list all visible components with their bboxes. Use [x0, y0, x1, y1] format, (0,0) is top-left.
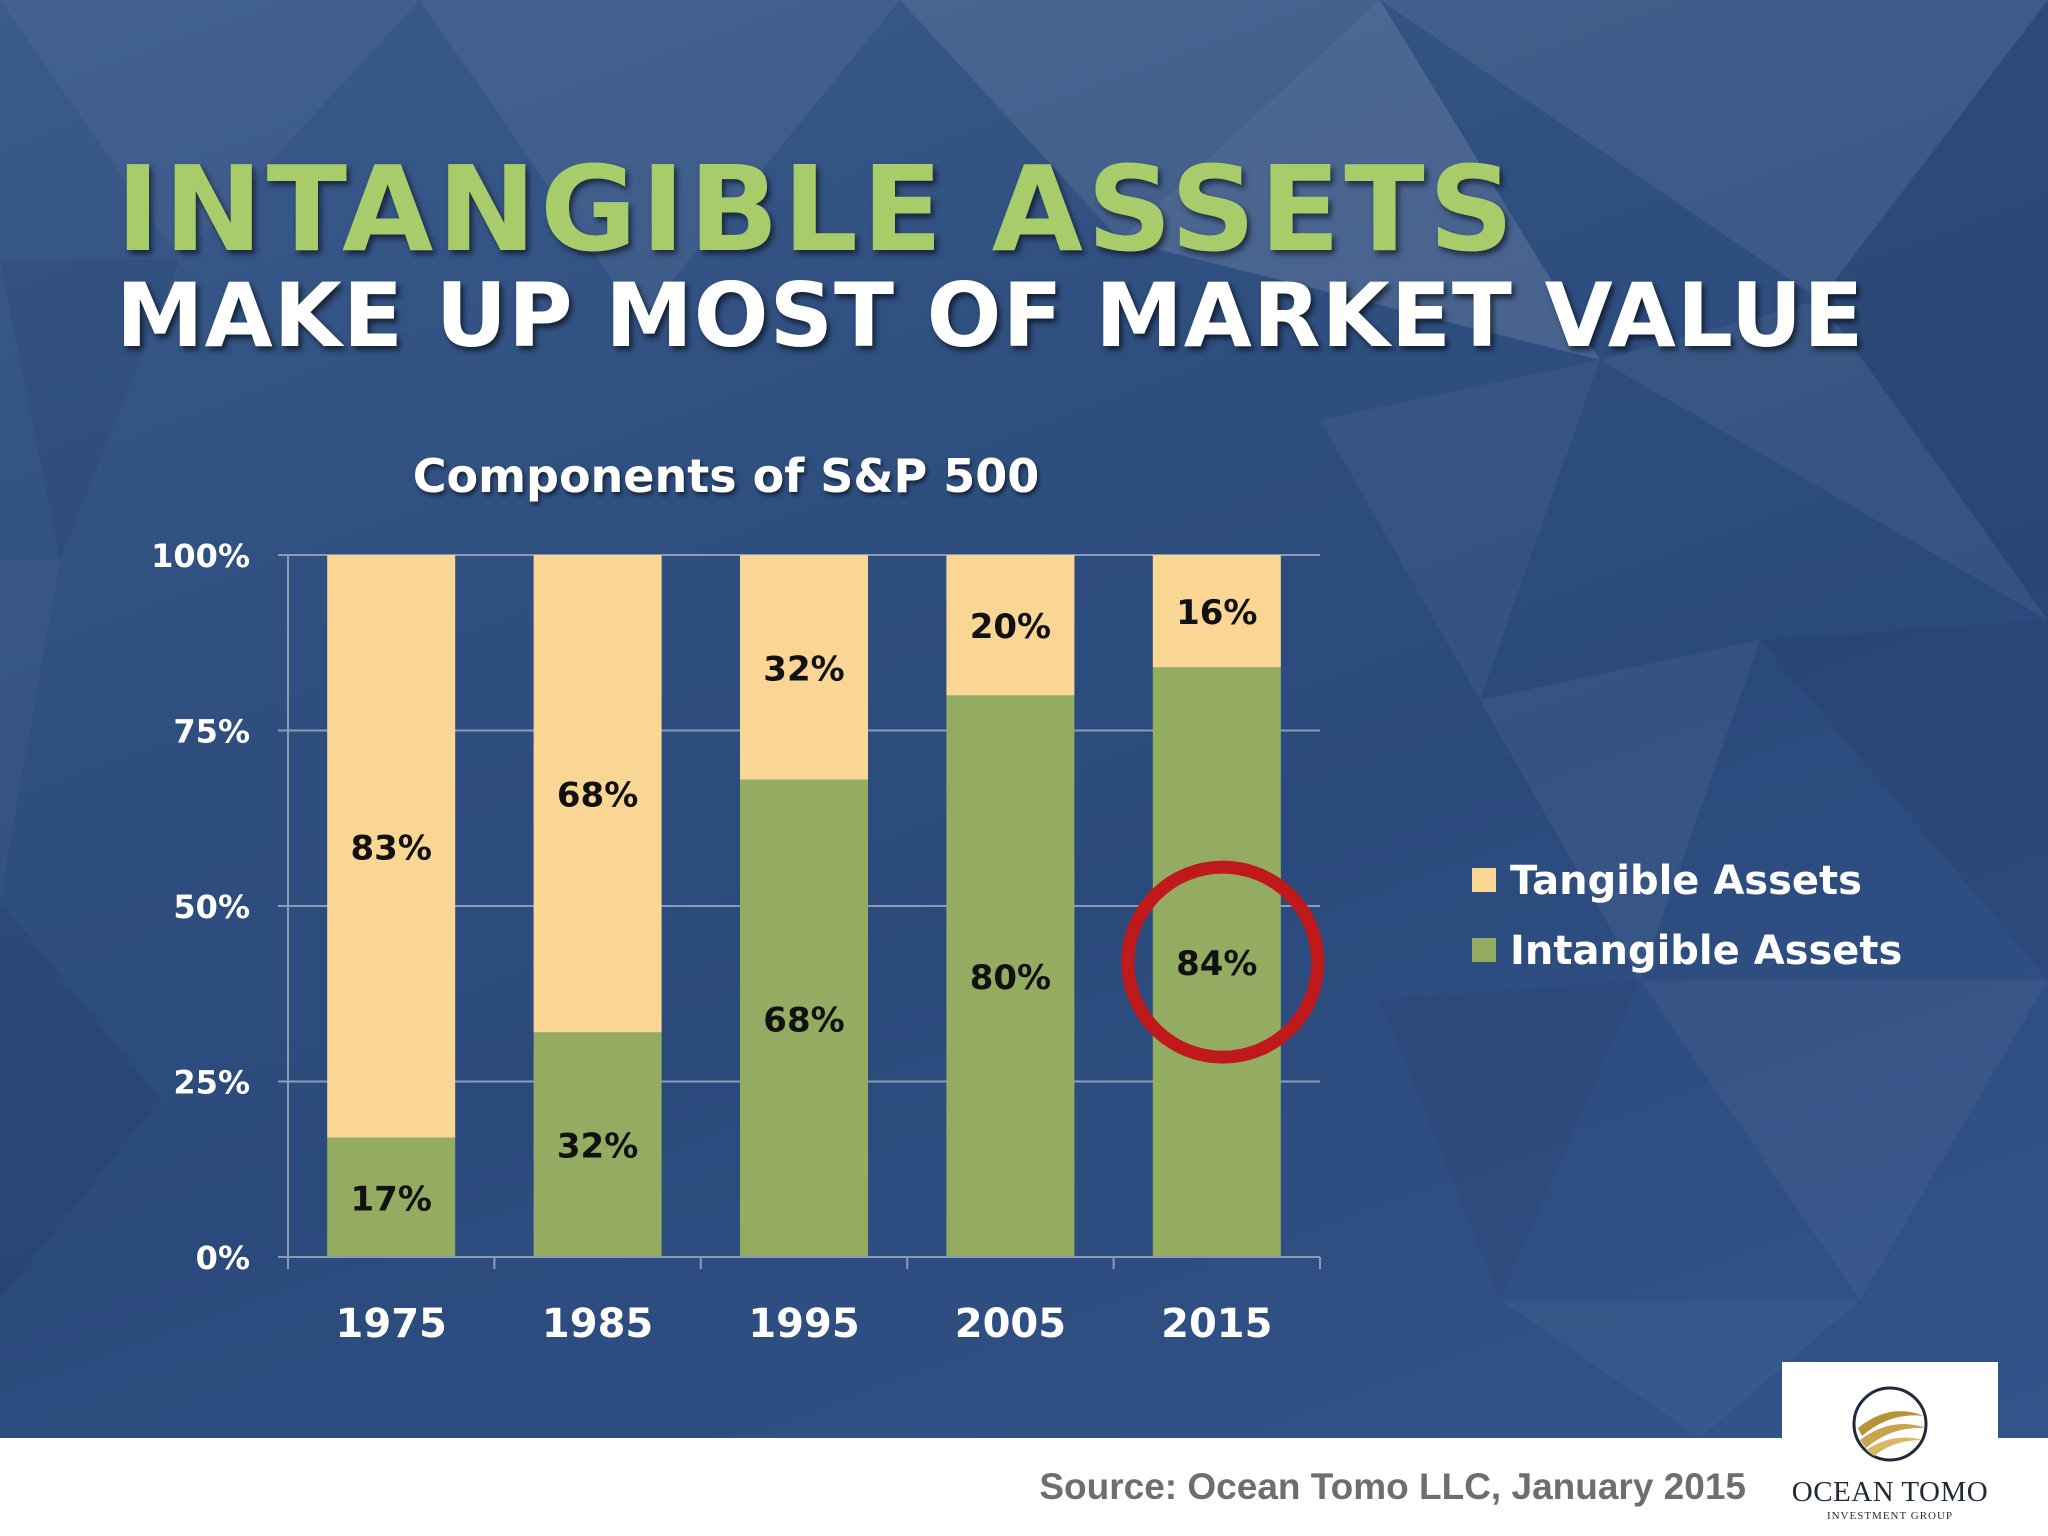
data-label: 16%: [1176, 593, 1257, 633]
y-tick-label: 0%: [196, 1239, 250, 1277]
source-citation: Source: Ocean Tomo LLC, January 2015: [1039, 1466, 1746, 1507]
y-tick-label: 25%: [173, 1064, 250, 1102]
x-tick-label: 2005: [955, 1301, 1066, 1347]
company-logo: OCEAN TOMO INVESTMENT GROUP: [1782, 1362, 1998, 1536]
data-label: 68%: [763, 1000, 844, 1040]
slide-subtitle: MAKE UP MOST OF MARKET VALUE: [116, 264, 1865, 367]
slide-title: INTANGIBLE ASSETS: [116, 140, 1518, 278]
bar-segment: [327, 555, 456, 1138]
bar-segment: [327, 1137, 456, 1257]
stacked-bar-chart: Components of S&P 500 17% 83% 32% 68% 68% 32%…: [151, 449, 1902, 1347]
bar-segment: [1152, 555, 1281, 668]
data-label: 80%: [970, 958, 1051, 998]
bar-segment: [946, 695, 1075, 1257]
bar-segment: [946, 555, 1075, 696]
x-tick-label: 2015: [1161, 1301, 1272, 1347]
bar-segment: [533, 1032, 662, 1257]
logo-tagline: INVESTMENT GROUP: [1826, 1510, 1954, 1522]
data-label: 84%: [1176, 944, 1257, 984]
x-tick-label: 1975: [336, 1301, 447, 1347]
data-label: 17%: [351, 1179, 432, 1219]
bar-segment: [1152, 667, 1281, 1257]
data-label: 68%: [557, 776, 638, 816]
data-label: 20%: [970, 607, 1051, 647]
data-label: 32%: [763, 649, 844, 689]
legend-swatch: [1472, 938, 1496, 962]
legend-label: Intangible Assets: [1510, 928, 1902, 974]
highlight-circle: [1121, 860, 1325, 1064]
x-tick-label: 1995: [748, 1301, 859, 1347]
y-tick-label: 100%: [151, 537, 250, 575]
bar-segment: [740, 779, 868, 1257]
chart-title: Components of S&P 500: [413, 449, 1040, 503]
bar-segment: [533, 555, 662, 1033]
data-label: 32%: [557, 1127, 638, 1167]
faceted-background-pattern: [0, 0, 2048, 1300]
circle-swoosh-icon: [1852, 1386, 1928, 1462]
bar-segment: [740, 555, 868, 780]
y-tick-label: 75%: [173, 713, 250, 751]
slide-footer: [0, 1438, 2048, 1536]
y-tick-label: 50%: [173, 888, 250, 926]
legend-label: Tangible Assets: [1510, 858, 1862, 904]
logo-wordmark: OCEAN TOMO: [1791, 1476, 1989, 1508]
x-tick-label: 1985: [542, 1301, 653, 1347]
legend-swatch: [1472, 868, 1496, 892]
data-label: 83%: [351, 828, 432, 868]
